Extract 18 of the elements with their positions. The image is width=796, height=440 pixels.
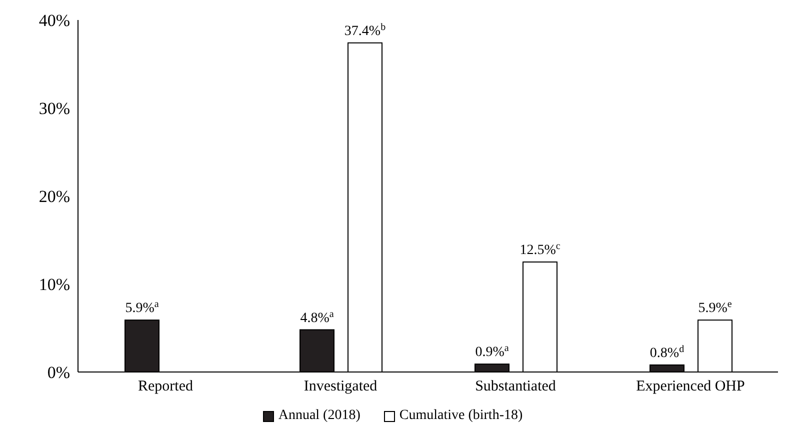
data-label: 5.9%$^{a}$	[125, 298, 160, 316]
data-label: 37.4%$^{b}$	[344, 21, 386, 39]
x-tick-label: Experienced OHP	[636, 378, 745, 395]
legend-label: Cumulative (birth-18)	[398, 408, 523, 424]
legend-label: Annual (2018)	[277, 408, 360, 424]
data-label: 12.5%$^{c}$	[520, 240, 561, 258]
data-label: 0.8%$^{d}$	[650, 343, 684, 361]
x-tick-label: Reported	[138, 378, 194, 395]
y-tick-label: 10%	[38, 275, 70, 294]
data-label: 5.9%$^{e}$	[698, 298, 732, 316]
x-tick-label: Substantiated	[475, 378, 556, 395]
data-label: 0.9%$^{a}$	[475, 342, 510, 360]
y-tick-label: 30%	[38, 99, 70, 118]
y-tick-label: 0%	[47, 363, 70, 382]
data-label: 4.8%$^{a}$	[300, 308, 334, 326]
y-tick-label: 20%	[38, 187, 70, 206]
x-tick-label: Investigated	[304, 378, 378, 395]
y-tick-label: 40%	[38, 11, 70, 30]
